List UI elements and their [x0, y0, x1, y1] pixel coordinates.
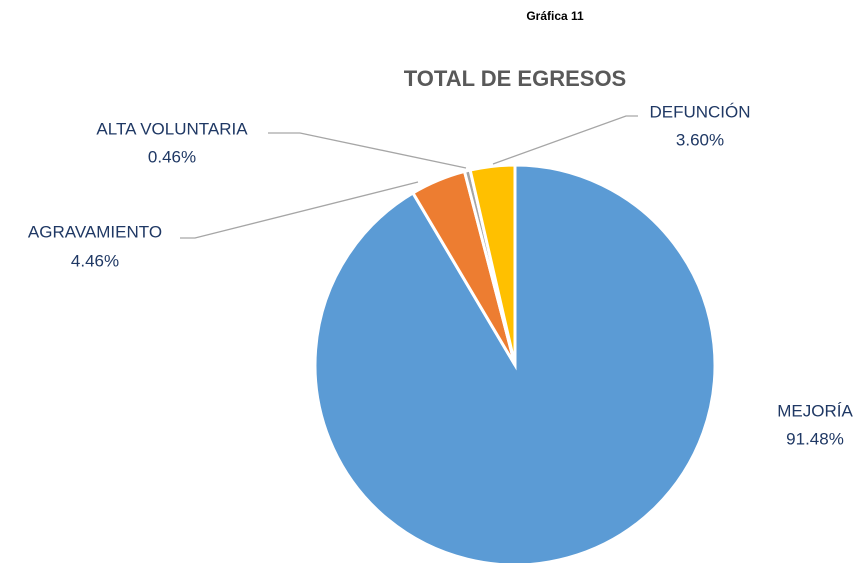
slice-value-label: 3.60%: [676, 130, 724, 149]
chart-title: TOTAL DE EGRESOS: [404, 66, 626, 91]
leader-line: [180, 181, 419, 239]
slice-label: DEFUNCIÓN: [649, 102, 750, 121]
chart-heading: Gráfica 11: [526, 9, 584, 23]
slice-label: ALTA VOLUNTARIA: [96, 119, 248, 138]
slice-label: AGRAVAMIENTO: [28, 222, 162, 241]
slice-value-label: 91.48%: [786, 429, 844, 448]
slice-value-label: 4.46%: [71, 251, 119, 270]
slice-label: MEJORÍA: [777, 401, 853, 420]
pie-slice: [468, 163, 517, 366]
slice-value-label: 0.46%: [148, 147, 196, 166]
leader-line: [492, 115, 638, 165]
leader-line: [268, 132, 467, 169]
